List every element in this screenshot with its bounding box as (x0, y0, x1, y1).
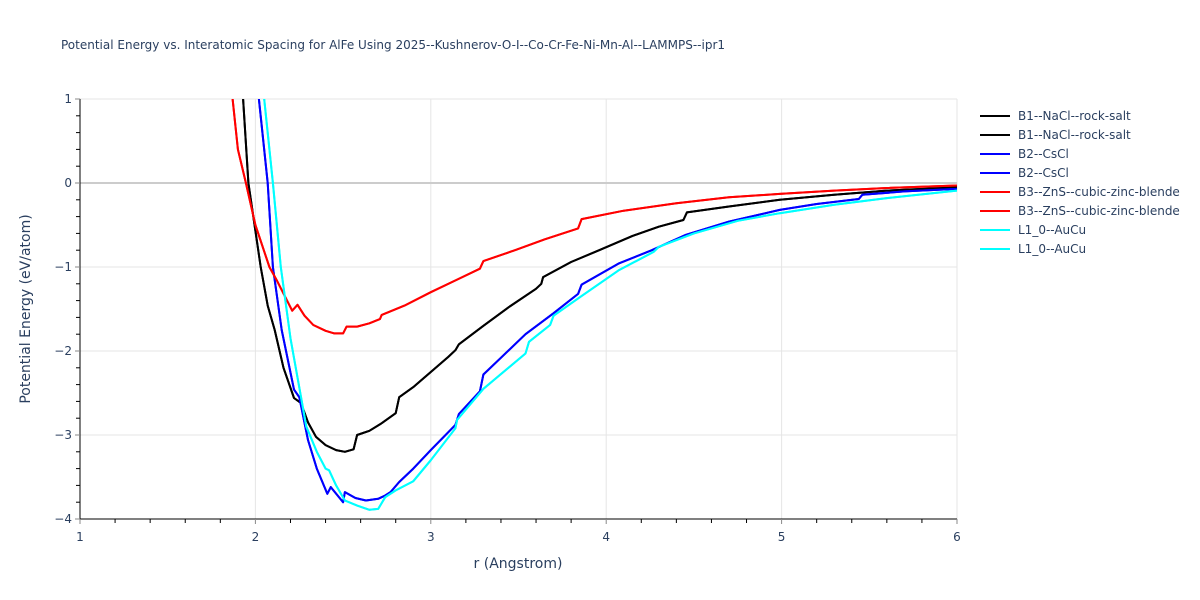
legend-item[interactable]: B1--NaCl--rock-salt (980, 106, 1180, 125)
legend: B1--NaCl--rock-salt B1--NaCl--rock-salt B2… (980, 106, 1180, 258)
legend-item[interactable]: B3--ZnS--cubic-zinc-blende (980, 182, 1180, 201)
x-tick-label: 1 (76, 530, 84, 544)
legend-item[interactable]: B1--NaCl--rock-salt (980, 125, 1180, 144)
y-tick-label: −1 (54, 260, 72, 274)
legend-label: B2--CsCl (1018, 146, 1069, 161)
series-line-5 (231, 99, 957, 335)
legend-swatch-icon (980, 133, 1010, 136)
series-line-1 (242, 99, 957, 453)
legend-label: B1--NaCl--rock-salt (1018, 108, 1131, 123)
series-line-2 (257, 99, 957, 504)
y-tick-label: −4 (54, 512, 72, 526)
grid (80, 98, 958, 519)
series-line-0 (242, 99, 957, 453)
legend-label: B3--ZnS--cubic-zinc-blende (1018, 203, 1180, 218)
x-tick-label: 5 (778, 530, 786, 544)
y-axis-title: Potential Energy (eV/atom) (18, 214, 34, 403)
legend-label: B3--ZnS--cubic-zinc-blende (1018, 184, 1180, 199)
series-line-3 (257, 99, 957, 504)
legend-item[interactable]: B2--CsCl (980, 144, 1180, 163)
legend-item[interactable]: L1_0--AuCu (980, 239, 1180, 258)
x-axis-title: r (Angstrom) (474, 556, 563, 572)
legend-swatch-icon (980, 228, 1010, 231)
series-line-7 (263, 99, 957, 511)
x-tick-label: 6 (953, 530, 961, 544)
series-line-6 (263, 99, 957, 511)
x-tick-label: 4 (602, 530, 610, 544)
tick-labels: 1 2 3 4 5 6 1 0 −1 −2 −3 −4 (54, 92, 961, 544)
y-tick-label: 1 (64, 92, 72, 106)
legend-swatch-icon (980, 209, 1010, 212)
legend-swatch-icon (980, 152, 1010, 155)
x-tick-label: 3 (427, 530, 435, 544)
legend-swatch-icon (980, 171, 1010, 174)
legend-label: B2--CsCl (1018, 165, 1069, 180)
axes (75, 98, 958, 524)
chart-title: Potential Energy vs. Interatomic Spacing… (61, 38, 726, 52)
legend-swatch-icon (980, 114, 1010, 117)
y-tick-label: −2 (54, 344, 72, 358)
y-tick-label: 0 (64, 176, 72, 190)
legend-item[interactable]: B3--ZnS--cubic-zinc-blende (980, 201, 1180, 220)
series-lines (231, 99, 957, 511)
y-tick-label: −3 (54, 428, 72, 442)
x-tick-label: 2 (252, 530, 260, 544)
legend-item[interactable]: B2--CsCl (980, 163, 1180, 182)
legend-label: L1_0--AuCu (1018, 241, 1087, 256)
legend-item[interactable]: L1_0--AuCu (980, 220, 1180, 239)
legend-swatch-icon (980, 190, 1010, 193)
legend-label: B1--NaCl--rock-salt (1018, 127, 1131, 142)
legend-swatch-icon (980, 247, 1010, 250)
legend-label: L1_0--AuCu (1018, 222, 1087, 237)
